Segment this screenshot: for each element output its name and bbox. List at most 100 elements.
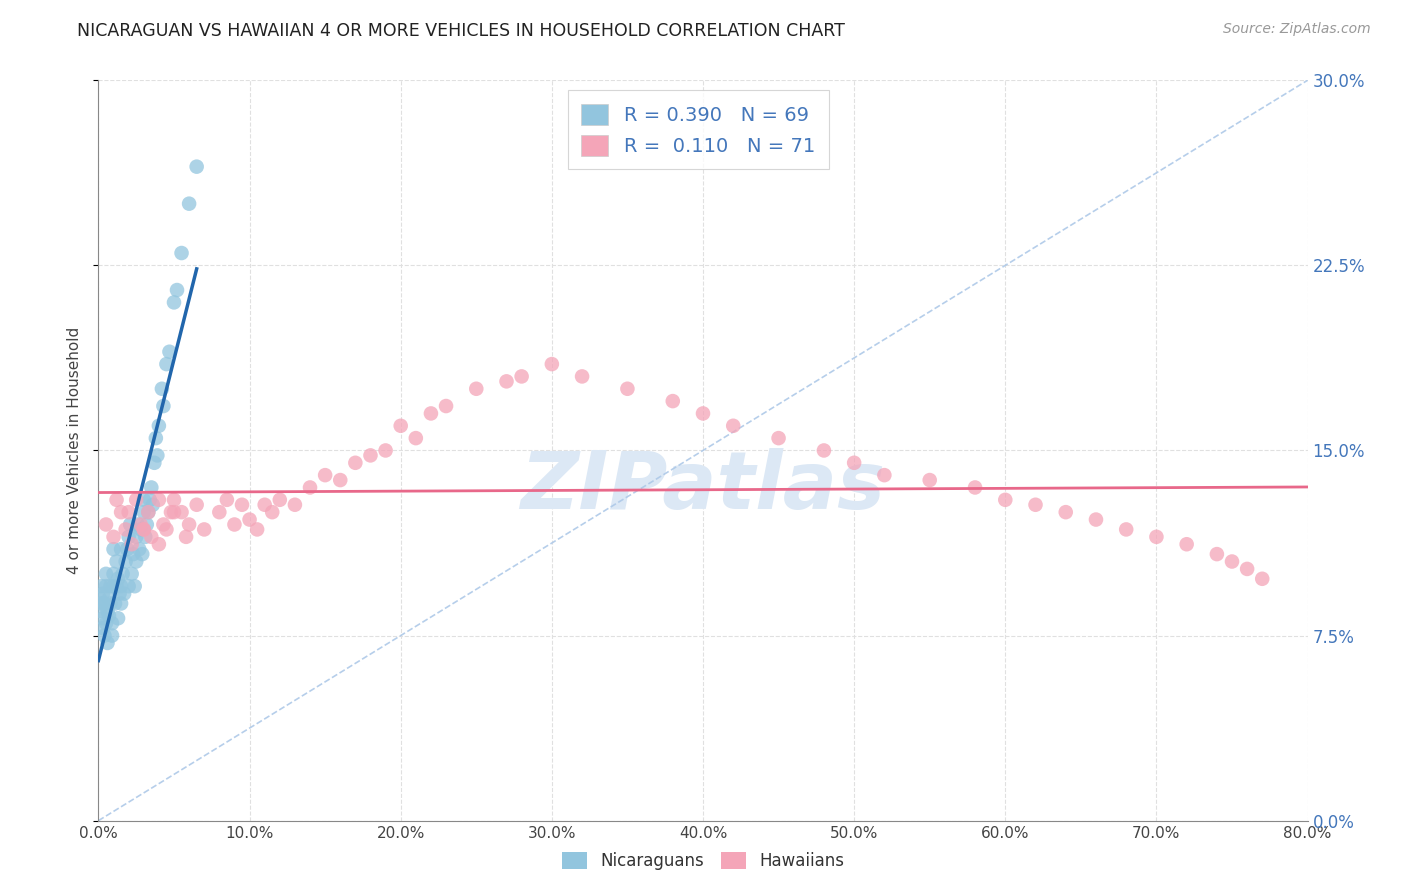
Point <box>768 431 790 445</box>
Point <box>91 611 114 625</box>
Point <box>510 369 533 384</box>
Point <box>1024 498 1046 512</box>
Point <box>128 542 150 557</box>
Point <box>284 498 307 512</box>
Point <box>101 628 124 642</box>
Point <box>122 547 145 561</box>
Point <box>179 517 201 532</box>
Point <box>104 597 127 611</box>
Legend: R = 0.390   N = 69, R =  0.110   N = 71: R = 0.390 N = 69, R = 0.110 N = 71 <box>568 90 830 169</box>
Point <box>1236 562 1258 576</box>
Point <box>329 473 352 487</box>
Point <box>170 505 193 519</box>
Y-axis label: 4 or more Vehicles in Household: 4 or more Vehicles in Household <box>67 326 83 574</box>
Point <box>107 611 129 625</box>
Point <box>571 369 593 384</box>
Point <box>124 579 146 593</box>
Point <box>132 523 155 537</box>
Point <box>105 579 128 593</box>
Point <box>170 246 193 260</box>
Point <box>129 523 152 537</box>
Point <box>374 443 396 458</box>
Point <box>186 498 208 512</box>
Point <box>139 492 162 507</box>
Text: NICARAGUAN VS HAWAIIAN 4 OR MORE VEHICLES IN HOUSEHOLD CORRELATION CHART: NICARAGUAN VS HAWAIIAN 4 OR MORE VEHICLE… <box>77 22 845 40</box>
Point <box>1220 555 1243 569</box>
Point <box>193 523 215 537</box>
Point <box>813 443 835 458</box>
Point <box>150 382 173 396</box>
Point <box>125 530 148 544</box>
Point <box>135 517 157 532</box>
Point <box>616 382 638 396</box>
Point <box>131 547 153 561</box>
Point <box>299 480 322 494</box>
Point <box>127 517 149 532</box>
Point <box>146 449 169 463</box>
Point <box>121 566 143 581</box>
Point <box>155 523 177 537</box>
Point <box>155 357 177 371</box>
Point <box>103 542 125 557</box>
Point <box>115 542 138 557</box>
Point <box>143 456 166 470</box>
Point <box>269 492 291 507</box>
Point <box>994 492 1017 507</box>
Point <box>94 616 117 631</box>
Point <box>215 492 238 507</box>
Point <box>111 566 134 581</box>
Point <box>142 498 165 512</box>
Point <box>148 537 170 551</box>
Point <box>118 505 141 519</box>
Point <box>110 542 132 557</box>
Point <box>103 530 125 544</box>
Point <box>94 566 117 581</box>
Point <box>90 597 112 611</box>
Point <box>101 616 124 631</box>
Point <box>105 555 128 569</box>
Point <box>118 530 141 544</box>
Point <box>1251 572 1274 586</box>
Point <box>103 566 125 581</box>
Point <box>495 375 517 389</box>
Point <box>163 505 186 519</box>
Point <box>262 505 284 519</box>
Point <box>100 579 122 593</box>
Point <box>1115 523 1137 537</box>
Point <box>125 492 148 507</box>
Point <box>96 636 118 650</box>
Point <box>159 344 181 359</box>
Point <box>98 591 121 606</box>
Point <box>114 555 136 569</box>
Point <box>108 586 131 600</box>
Point <box>224 517 246 532</box>
Point <box>174 530 197 544</box>
Point <box>94 579 117 593</box>
Point <box>98 608 121 623</box>
Point <box>166 283 188 297</box>
Point <box>231 498 253 512</box>
Point <box>344 456 367 470</box>
Point <box>160 505 183 519</box>
Point <box>93 597 115 611</box>
Point <box>208 505 231 519</box>
Point <box>93 628 115 642</box>
Point <box>540 357 562 371</box>
Point <box>136 505 159 519</box>
Point <box>1206 547 1229 561</box>
Legend: Nicaraguans, Hawaiians: Nicaraguans, Hawaiians <box>555 845 851 877</box>
Point <box>134 530 156 544</box>
Point <box>91 621 114 635</box>
Point <box>141 530 163 544</box>
Point <box>253 498 276 512</box>
Point <box>179 196 201 211</box>
Point <box>1175 537 1198 551</box>
Point <box>100 597 122 611</box>
Point <box>434 399 457 413</box>
Point <box>246 523 269 537</box>
Point <box>661 394 683 409</box>
Point <box>965 480 987 494</box>
Point <box>141 480 163 494</box>
Point <box>163 492 186 507</box>
Point <box>873 468 896 483</box>
